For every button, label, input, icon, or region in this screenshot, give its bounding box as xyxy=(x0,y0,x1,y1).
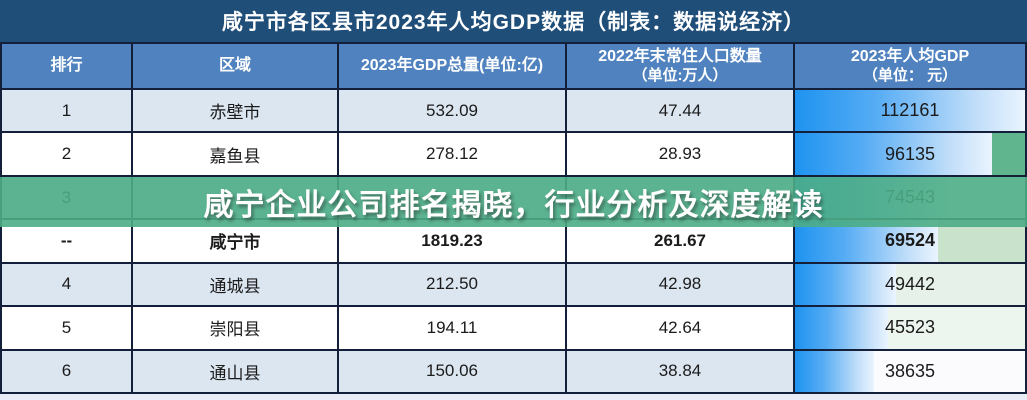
header-gdp-total: 2023年GDP总量(单位:亿) xyxy=(339,44,567,88)
watermark-banner: 咸宁企业公司排名揭晓，行业分析及深度解读 xyxy=(0,177,1027,227)
per-capita-gdp-cell: 49442 xyxy=(795,263,1025,306)
data-bar xyxy=(795,90,1025,132)
bottom-strip xyxy=(0,393,1027,400)
population-cell: 42.98 xyxy=(567,263,795,306)
region-cell: 崇阳县 xyxy=(133,307,339,349)
per-capita-gdp-value: 49442 xyxy=(884,273,936,294)
table-row: 4 通城县 212.50 42.98 49442 xyxy=(2,263,1025,308)
region-cell: 嘉鱼县 xyxy=(133,133,339,175)
per-capita-gdp-value: 96135 xyxy=(884,143,936,164)
per-capita-gdp-value: 69524 xyxy=(884,230,936,251)
gdp-cell: 150.06 xyxy=(339,350,567,392)
watermark-text: 咸宁企业公司排名揭晓，行业分析及深度解读 xyxy=(203,189,824,222)
gdp-cell: 278.12 xyxy=(339,133,567,175)
table-row: -- 咸宁市 1819.23 261.67 69524 xyxy=(2,220,1025,264)
header-gdp-total-label: 2023年GDP总量(单位:亿) xyxy=(360,57,544,75)
rank-cell: 4 xyxy=(2,263,133,306)
gdp-cell: 212.50 xyxy=(339,263,567,306)
table-body: 1 赤壁市 532.09 47.44 112161 2 嘉鱼县 278.12 28.93 9613… xyxy=(2,90,1025,394)
rank-cell: 1 xyxy=(2,90,133,132)
data-bar xyxy=(795,307,889,349)
header-region-label: 区域 xyxy=(218,57,251,75)
population-cell: 261.67 xyxy=(567,220,795,262)
gdp-cell: 532.09 xyxy=(339,90,567,132)
rank-cell: -- xyxy=(2,220,133,262)
region-cell: 咸宁市 xyxy=(133,220,339,262)
title-bar: 咸宁市各区县市2023年人均GDP数据（制表：数据说经济） xyxy=(0,0,1027,42)
gdp-cell: 1819.23 xyxy=(339,220,567,262)
page-title: 咸宁市各区县市2023年人均GDP数据（制表：数据说经济） xyxy=(221,11,806,34)
table-row: 1 赤壁市 532.09 47.44 112161 xyxy=(2,90,1025,134)
header-region: 区域 xyxy=(133,44,339,88)
region-cell: 通山县 xyxy=(133,350,339,392)
per-capita-gdp-cell: 69524 xyxy=(795,220,1025,262)
header-rank-label: 排行 xyxy=(50,57,83,75)
per-capita-gdp-value: 112161 xyxy=(880,100,940,121)
header-per-capita-gdp-label: 2023年人均GDP xyxy=(850,48,970,66)
population-cell: 42.64 xyxy=(567,307,795,349)
region-cell: 赤壁市 xyxy=(133,90,339,132)
header-population: 2022年末常住人口数量 （单位:万人） xyxy=(567,44,795,88)
table-header-row: 排行 区域 2023年GDP总量(单位:亿) 2022年末常住人口数量 （单位:… xyxy=(2,42,1025,90)
data-bar xyxy=(795,350,875,392)
rank-cell: 6 xyxy=(2,350,133,392)
table-row: 2 嘉鱼县 278.12 28.93 96135 xyxy=(2,133,1025,177)
population-cell: 28.93 xyxy=(567,133,795,175)
population-cell: 38.84 xyxy=(567,350,795,392)
header-per-capita-gdp-sub: （单位： 元） xyxy=(862,66,958,84)
region-cell: 通城县 xyxy=(133,263,339,306)
gdp-cell: 194.11 xyxy=(339,307,567,349)
table-row: 6 通山县 150.06 38.84 38635 xyxy=(2,350,1025,394)
data-bar xyxy=(795,133,993,175)
population-cell: 47.44 xyxy=(567,90,795,132)
per-capita-gdp-value: 45523 xyxy=(884,317,936,338)
data-bar xyxy=(795,263,897,306)
header-rank: 排行 xyxy=(2,44,133,88)
rank-cell: 5 xyxy=(2,307,133,349)
data-bar xyxy=(795,220,938,262)
per-capita-gdp-cell: 45523 xyxy=(795,307,1025,349)
header-per-capita-gdp: 2023年人均GDP （单位： 元） xyxy=(795,44,1025,88)
rank-cell: 2 xyxy=(2,133,133,175)
header-population-label: 2022年末常住人口数量 xyxy=(598,48,762,66)
per-capita-gdp-cell: 38635 xyxy=(795,350,1025,392)
header-population-sub: （单位:万人） xyxy=(632,66,728,84)
per-capita-gdp-cell: 96135 xyxy=(795,133,1025,175)
per-capita-gdp-cell: 112161 xyxy=(795,90,1025,132)
table-row: 5 崇阳县 194.11 42.64 45523 xyxy=(2,307,1025,351)
per-capita-gdp-value: 38635 xyxy=(884,360,936,381)
gdp-table: 排行 区域 2023年GDP总量(单位:亿) 2022年末常住人口数量 （单位:… xyxy=(0,42,1027,394)
